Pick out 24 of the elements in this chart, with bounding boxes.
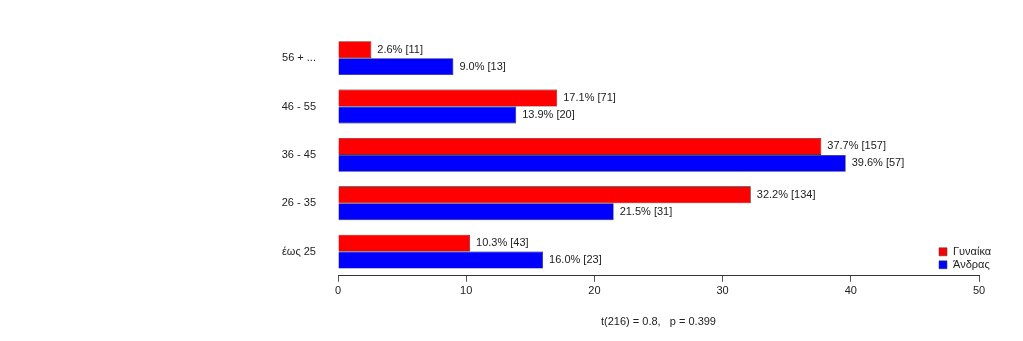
data-label: 39.6% [57] — [851, 156, 905, 169]
data-label: 9.0% [13] — [459, 59, 506, 72]
data-label: 10.3% [43] — [476, 236, 529, 249]
legend-label: Γυναίκα — [953, 244, 992, 257]
data-label: 16.0% [23] — [549, 253, 602, 266]
data-label: 37.7% [157] — [827, 139, 887, 152]
text: t(216) = 0.8, p = 0.399 — [601, 315, 716, 328]
data-label: 21.5% [31] — [619, 204, 673, 217]
data-label: 32.2% [134] — [756, 187, 816, 200]
y-tick-label: 46 - 55 — [281, 99, 316, 112]
data-label: 2.6% [11] — [377, 42, 423, 55]
x-tick-label: 30 — [716, 284, 729, 297]
y-tick-label: 56 + ... — [282, 51, 316, 64]
x-tick-label: 10 — [460, 284, 473, 297]
y-tick-label: έως 25 — [281, 244, 316, 257]
y-tick-label: 36 - 45 — [281, 147, 316, 160]
x-tick-label: 50 — [972, 284, 986, 297]
x-tick-label: 20 — [588, 284, 601, 297]
y-tick-label: 26 - 35 — [281, 196, 316, 209]
data-label: 13.9% [20] — [522, 108, 575, 121]
x-tick-label: 40 — [844, 284, 857, 297]
x-tick-label: 0 — [334, 284, 342, 297]
data-label: 17.1% [71] — [563, 91, 616, 104]
legend-label: Άνδρας — [953, 257, 990, 270]
